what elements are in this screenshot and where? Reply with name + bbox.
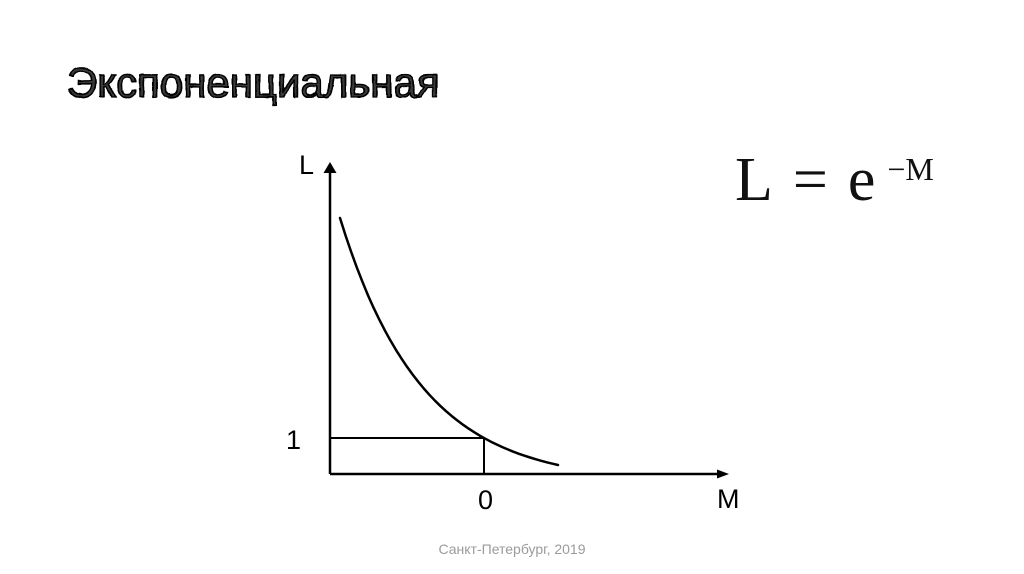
svg-text:L: L [299, 150, 314, 180]
svg-text:1: 1 [286, 425, 301, 455]
svg-text:M: M [717, 484, 740, 514]
svg-text:0: 0 [478, 485, 493, 515]
